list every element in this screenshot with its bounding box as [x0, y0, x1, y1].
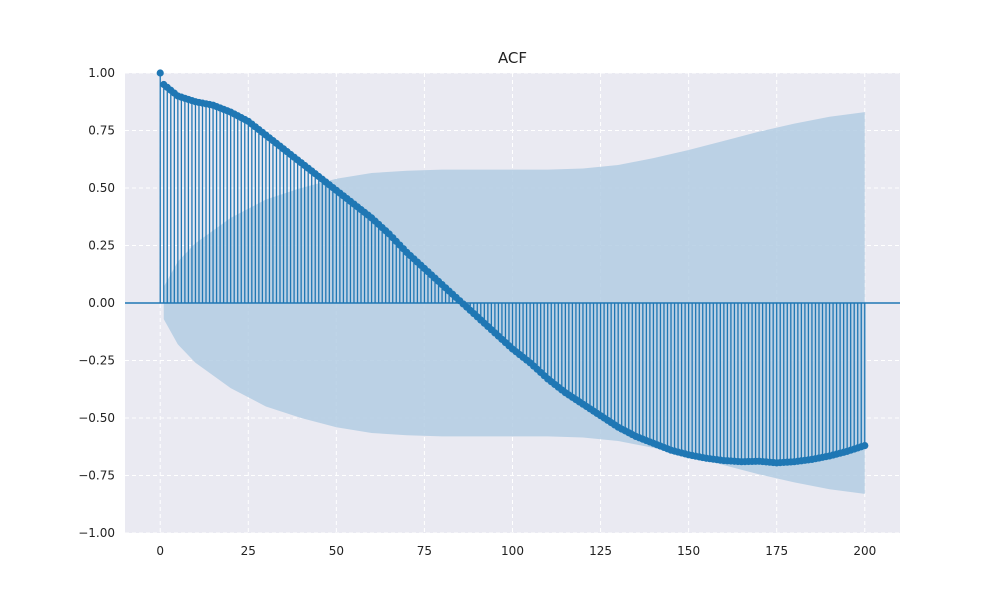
- acf-point: [861, 442, 869, 450]
- x-tick-label: 75: [417, 544, 432, 558]
- x-tick-label: 200: [853, 544, 876, 558]
- x-tick-label: 50: [329, 544, 344, 558]
- x-tick-label: 25: [241, 544, 256, 558]
- plot-area: [125, 69, 900, 534]
- y-tick-label: 0.00: [88, 296, 115, 310]
- y-tick-label: 0.25: [88, 239, 115, 253]
- acf-point: [156, 69, 164, 77]
- x-tick-label: 100: [501, 544, 524, 558]
- y-tick-label: −0.25: [78, 354, 115, 368]
- x-tick-label: 150: [677, 544, 700, 558]
- y-tick-label: 0.50: [88, 181, 115, 195]
- x-tick-label: 125: [589, 544, 612, 558]
- y-tick-label: 0.75: [88, 124, 115, 138]
- y-tick-label: −1.00: [78, 526, 115, 540]
- x-axis-ticks: 0 25 50 75 100 125 150 175 200: [156, 544, 876, 558]
- y-tick-label: 1.00: [88, 66, 115, 80]
- y-tick-label: −0.50: [78, 411, 115, 425]
- x-tick-label: 0: [156, 544, 164, 558]
- x-tick-label: 175: [765, 544, 788, 558]
- y-axis-ticks: −1.00 −0.75 −0.50 −0.25 0.00 0.25 0.50 0.75 1.00: [78, 66, 115, 540]
- chart-title: ACF: [498, 49, 527, 67]
- y-tick-label: −0.75: [78, 469, 115, 483]
